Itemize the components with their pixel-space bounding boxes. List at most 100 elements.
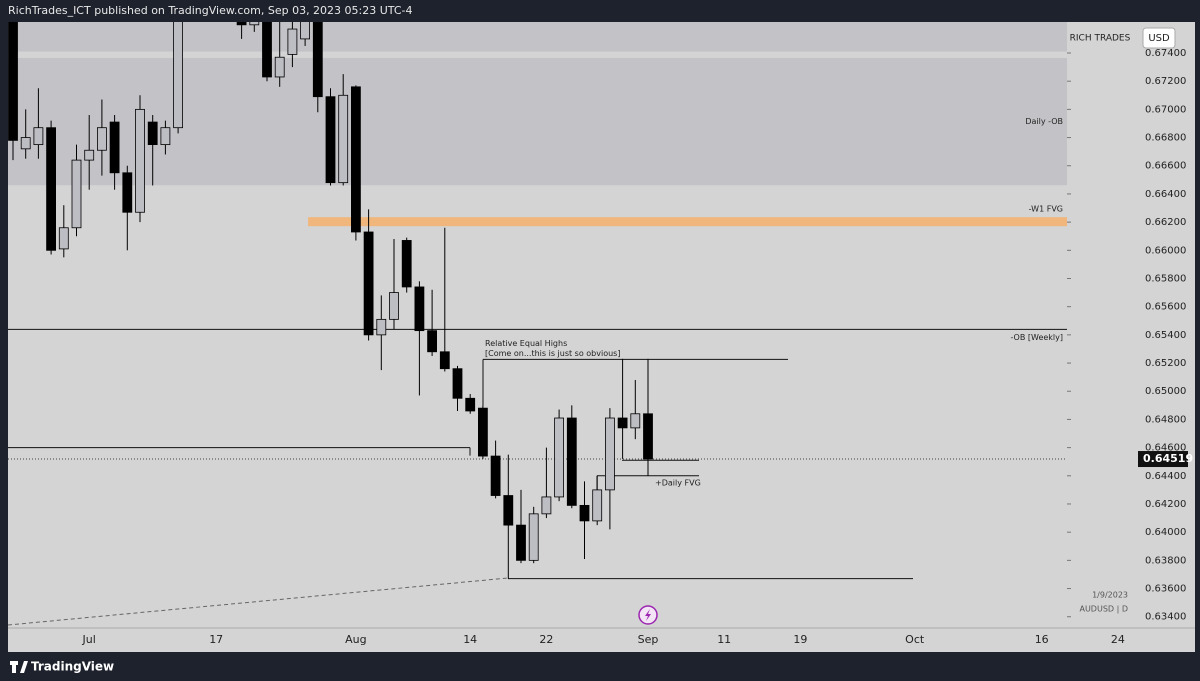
- logo-part: [20, 661, 28, 673]
- candle-body: [528, 513, 539, 561]
- level-label: -OB [Weekly]: [1010, 333, 1063, 342]
- currency[interactable]: USD: [1148, 33, 1170, 44]
- y-tick-label: 0.66400: [1145, 189, 1186, 200]
- y-tick-label: 0.64400: [1145, 471, 1186, 482]
- zone: [8, 57, 1067, 186]
- y-tick-label: 0.64000: [1145, 527, 1186, 538]
- candle-body: [452, 368, 463, 399]
- y-tick-label: 0.64800: [1145, 414, 1186, 425]
- candle-body: [236, 22, 247, 26]
- candle-body: [617, 417, 628, 429]
- x-tick-label: 14: [463, 633, 477, 646]
- header-title: RichTrades_ICT published on TradingView.…: [8, 4, 413, 17]
- y-tick-label: 0.65200: [1145, 358, 1186, 369]
- candle-body: [427, 330, 438, 353]
- y-tick-label: 0.66000: [1145, 245, 1186, 256]
- y-tick-label: 0.65000: [1145, 386, 1186, 397]
- candle-body: [20, 137, 31, 150]
- last-price-box: [1138, 451, 1188, 468]
- annotation: Relative Equal Highs: [485, 339, 567, 348]
- candle-body: [503, 495, 514, 526]
- brand[interactable]: TradingView: [31, 660, 114, 674]
- x-tick-label: 24: [1111, 633, 1125, 646]
- y-tick-label: 0.66800: [1145, 133, 1186, 144]
- zone-label: Daily -OB: [1025, 117, 1063, 126]
- logo-part: [12, 661, 16, 673]
- x-tick-label: Jul: [82, 633, 96, 646]
- candle-body: [173, 22, 184, 129]
- y-tick-label: 0.64200: [1145, 499, 1186, 510]
- candle-body: [147, 121, 158, 146]
- candle-body: [439, 351, 450, 370]
- alert-icon-bolt: [645, 609, 651, 621]
- candle-body: [338, 94, 349, 184]
- candle-body: [516, 524, 526, 561]
- candle-body: [541, 496, 552, 515]
- candle-body: [630, 413, 641, 429]
- candle-body: [135, 108, 145, 213]
- y-tick-label: 0.66200: [1145, 217, 1186, 228]
- candle-body: [46, 127, 56, 251]
- candle-body: [312, 22, 323, 98]
- candle-body: [566, 417, 577, 506]
- x-tick-label: 11: [717, 633, 731, 646]
- candle-body: [71, 159, 82, 229]
- y-tick-label: 0.63600: [1145, 584, 1186, 595]
- candle-body: [109, 121, 120, 174]
- brand-logo: [10, 661, 28, 673]
- plot-area: [8, 22, 1067, 626]
- candle-body: [262, 22, 272, 78]
- candle-body: [350, 86, 361, 233]
- currency-button[interactable]: [1142, 27, 1176, 49]
- y-tick-label: 0.67200: [1145, 76, 1186, 87]
- y-tick-label: 0.65600: [1145, 302, 1186, 313]
- x-tick-label: 16: [1035, 633, 1049, 646]
- candle-body: [376, 318, 387, 336]
- watermark: RICH TRADES: [1070, 34, 1131, 44]
- candle-body: [592, 489, 603, 522]
- zone: [8, 22, 1067, 52]
- zone: [308, 217, 1067, 227]
- candle-body: [33, 127, 44, 146]
- candle-body: [122, 172, 133, 213]
- candle-body: [287, 28, 298, 55]
- candle-body: [554, 417, 564, 498]
- candle-body: [8, 22, 18, 141]
- candle-body: [84, 149, 95, 161]
- candle-body: [274, 56, 285, 78]
- candle-body: [465, 397, 476, 412]
- y-tick-label: 0.63800: [1145, 555, 1186, 566]
- symbol: AUDUSD | D: [1079, 605, 1128, 614]
- candle-body: [490, 455, 501, 496]
- candle-body: [325, 96, 336, 184]
- candle-body: [249, 22, 260, 26]
- level-label: +Daily FVG: [655, 478, 701, 487]
- x-tick-label: 19: [793, 633, 807, 646]
- x-tick-label: Aug: [345, 633, 366, 646]
- candle-body: [579, 504, 590, 522]
- y-tick-label: 0.67400: [1145, 48, 1186, 59]
- y-tick-label: 0.64600: [1145, 443, 1186, 454]
- candle-body: [605, 417, 615, 491]
- last-price-label: 0.64519: [1143, 452, 1193, 465]
- y-tick-label: 0.63400: [1145, 612, 1186, 623]
- annotation: [Come on...this is just so obvious]: [485, 349, 620, 358]
- candle-body: [477, 407, 488, 457]
- candle-body: [389, 292, 399, 320]
- x-tick-label: 17: [209, 633, 223, 646]
- x-tick-label: Oct: [905, 633, 925, 646]
- candle-body: [97, 127, 107, 151]
- candle-body: [401, 240, 412, 288]
- zone-label: -W1 FVG: [1029, 205, 1063, 214]
- y-tick-label: 0.67000: [1145, 104, 1186, 115]
- x-tick-label: 22: [539, 633, 553, 646]
- y-tick-label: 0.66600: [1145, 161, 1186, 172]
- y-tick-label: 0.65400: [1145, 330, 1186, 341]
- candle-body: [160, 127, 171, 146]
- x-tick-label: Sep: [638, 633, 659, 646]
- candle-body: [58, 227, 69, 250]
- y-tick-label: 0.65800: [1145, 273, 1186, 284]
- candle-body: [643, 413, 653, 460]
- date-note: 1/9/2023: [1092, 591, 1128, 600]
